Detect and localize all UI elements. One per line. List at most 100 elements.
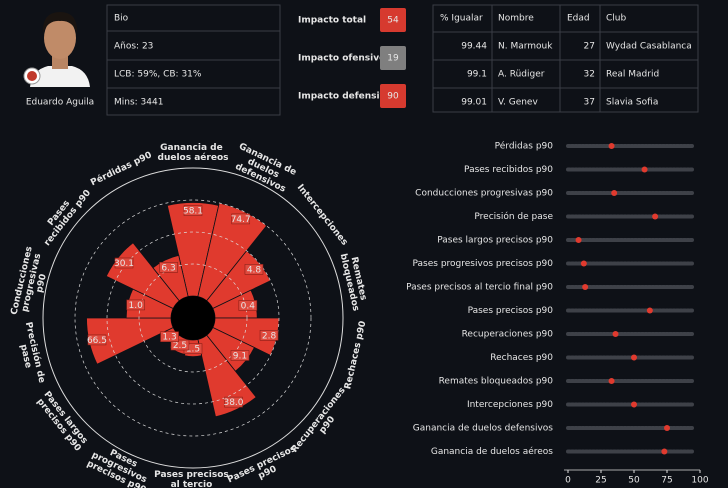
dot-category-label: Remates bloqueados p90 bbox=[439, 377, 554, 387]
stat-label-box bbox=[170, 339, 190, 351]
player-photo bbox=[23, 5, 95, 87]
dot-category-label: Ganancia de duelos defensivos bbox=[413, 424, 554, 434]
impact-value: 19 bbox=[387, 54, 399, 64]
dot-category-label: Pases progresivos precisos p90 bbox=[413, 259, 554, 269]
stat-label-box bbox=[183, 205, 203, 216]
stat-label-box bbox=[87, 334, 107, 346]
stat-label: 1.0 bbox=[129, 301, 144, 311]
polar-category-label: Intercepciones bbox=[295, 182, 350, 247]
player-dot bbox=[608, 378, 615, 384]
stat-label: 30.1 bbox=[114, 259, 134, 269]
table-header: % Igualar bbox=[440, 14, 483, 24]
table-cell: 32 bbox=[584, 70, 595, 80]
player-dot bbox=[580, 260, 587, 267]
stat-label: 2.5 bbox=[173, 341, 187, 351]
table-cell: A. Rüdiger bbox=[498, 70, 545, 80]
impact-box bbox=[380, 8, 406, 32]
player-dot bbox=[652, 213, 659, 220]
x-tick-label: 75 bbox=[661, 476, 672, 486]
stat-label-box bbox=[224, 396, 243, 408]
dot-category-label: Pases precisos p90 bbox=[468, 306, 554, 316]
polar-category-label: Ganancia de duelos aéreos bbox=[158, 143, 229, 163]
stat-label-box bbox=[159, 262, 178, 273]
dot-category-label: Intercepciones p90 bbox=[467, 400, 553, 410]
bio-line: Mins: 3441 bbox=[114, 98, 163, 108]
impact-box bbox=[380, 84, 406, 108]
dot-category-label: Conducciones progresivas p90 bbox=[415, 189, 553, 199]
stat-label: 2.8 bbox=[262, 331, 277, 341]
stat-label: 0.4 bbox=[241, 301, 256, 311]
table-header: Club bbox=[606, 14, 626, 24]
x-tick-label: 100 bbox=[691, 476, 708, 486]
player-dot bbox=[575, 237, 582, 243]
table-cell: Real Madrid bbox=[606, 70, 659, 80]
bio-title: Bio bbox=[114, 14, 129, 24]
impact-value: 54 bbox=[387, 16, 399, 26]
polar-grid-ring bbox=[42, 167, 344, 469]
player-dot bbox=[608, 143, 615, 149]
stat-label: 6.3 bbox=[161, 263, 175, 273]
stat-label: 38.0 bbox=[223, 398, 243, 408]
impact-value: 90 bbox=[387, 92, 399, 102]
table-cell: 37 bbox=[584, 98, 595, 108]
polar-hole bbox=[171, 296, 215, 340]
polar-category-label: Pases largos precisos p90 bbox=[34, 389, 91, 454]
dot-category-label: Pases recibidos p90 bbox=[464, 165, 553, 175]
dot-category-label: Pases precisos al tercio final p90 bbox=[406, 283, 553, 293]
impact-label: Impacto defensivo bbox=[298, 92, 392, 102]
stat-label: 1.5 bbox=[186, 345, 200, 355]
player-dot bbox=[631, 354, 637, 361]
table-header: Edad bbox=[567, 14, 590, 24]
polar-category-label: Remates bloqueados bbox=[338, 250, 370, 312]
table-cell: 99.44 bbox=[461, 42, 487, 52]
polar-grid-ring bbox=[106, 231, 280, 405]
polar-category-label: Rechaces p90 bbox=[343, 320, 368, 390]
table-cell: Slavia Sofia bbox=[606, 98, 658, 108]
polar-category-label: Pases precisos al tercio final bbox=[154, 470, 232, 488]
stat-label-box bbox=[259, 330, 279, 341]
dot-category-label: Pases largos precisos p90 bbox=[437, 236, 553, 246]
stat-label-box bbox=[114, 257, 134, 269]
stat-label-box bbox=[230, 350, 250, 361]
polar-category-label: Recuperaciones p90 bbox=[289, 383, 357, 461]
impact-label: Impacto ofensivo bbox=[298, 54, 385, 64]
stat-label: 74.7 bbox=[231, 215, 251, 225]
bio-line: Años: 23 bbox=[114, 42, 153, 52]
dot-category-label: Ganancia de duelos aéreos bbox=[431, 446, 553, 457]
stat-label-box bbox=[160, 331, 179, 343]
player-dot bbox=[612, 331, 619, 337]
polar-category-label: Pérdidas p90 bbox=[89, 149, 154, 188]
player-dot bbox=[646, 307, 653, 314]
player-dot bbox=[664, 425, 670, 431]
x-tick-label: 50 bbox=[628, 476, 640, 486]
stat-label-box bbox=[244, 264, 264, 275]
x-tick-label: 0 bbox=[565, 476, 571, 486]
table-cell: V. Genev bbox=[498, 98, 538, 108]
polar-category-label: Ganancia de duelos defensivos bbox=[229, 141, 301, 196]
polar-grid-ring bbox=[74, 199, 312, 437]
table-cell: 27 bbox=[584, 42, 595, 52]
dot-category-label: Precisión de pase bbox=[474, 211, 553, 222]
stat-label: 66.5 bbox=[87, 336, 107, 346]
polar-category-label: Pases progresivos precisos p90 bbox=[85, 441, 156, 488]
polar-grid-ring bbox=[138, 263, 248, 373]
stat-label-box bbox=[126, 299, 145, 311]
player-dot bbox=[582, 284, 589, 290]
stat-label-box bbox=[231, 213, 251, 225]
dot-category-label: Rechaces p90 bbox=[490, 353, 553, 363]
impact-label: Impacto total bbox=[298, 16, 366, 26]
player-dot bbox=[611, 190, 618, 196]
dot-category-label: Recuperaciones p90 bbox=[462, 330, 554, 340]
stat-label: 1.3 bbox=[162, 333, 176, 343]
similar-table-box bbox=[432, 4, 699, 113]
bio-line: LCB: 59%, CB: 31% bbox=[114, 70, 202, 80]
stat-label: 9.1 bbox=[233, 351, 247, 361]
table-cell: 99.01 bbox=[461, 98, 487, 108]
x-tick-label: 25 bbox=[595, 476, 606, 486]
table-cell: 99.1 bbox=[467, 70, 487, 80]
stat-label: 58.1 bbox=[183, 207, 203, 217]
player-dot bbox=[641, 166, 648, 173]
stat-label: 4.8 bbox=[247, 265, 262, 275]
table-header: Nombre bbox=[498, 14, 534, 24]
